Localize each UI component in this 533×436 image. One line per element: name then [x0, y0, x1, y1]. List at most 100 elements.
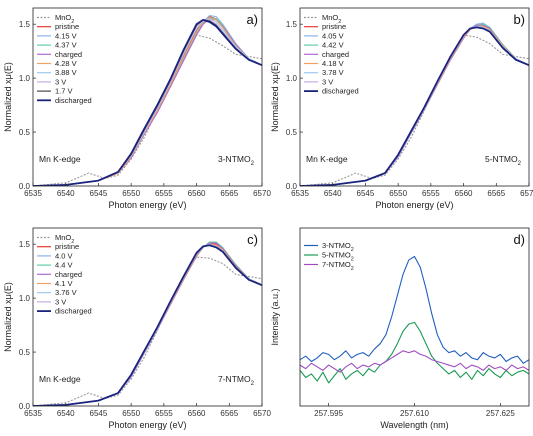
y-tick-label: 0.5: [19, 348, 31, 357]
x-tick-label: 6545: [90, 409, 108, 418]
x-tick-label: 6540: [57, 409, 75, 418]
series-group: [33, 241, 262, 406]
legend-entry: 4.37 V: [55, 41, 77, 50]
edge-annotation: Mn K-edge: [39, 154, 81, 164]
legend-entry: charged: [322, 50, 349, 59]
legend-entry: 3 V: [55, 77, 66, 86]
legend-entry: 4.1 V: [55, 279, 73, 288]
series-group: [300, 255, 529, 384]
x-axis-label: Wavelength (nm): [380, 420, 448, 430]
y-axis-label: Intensity (a.u.): [270, 288, 280, 345]
panel-3: 6535 6540 6545 6550 6555 6560 6565 6570 0.0 0.5 1.…: [3, 227, 271, 430]
legend-entry: 4.18 V: [322, 59, 344, 68]
y-tick-label: 0.0: [286, 182, 298, 191]
plot-frame: [32, 7, 263, 187]
x-axis-label: Photon energy (eV): [375, 200, 453, 210]
plot-frame: [299, 7, 530, 187]
legend-subscript: 2: [351, 247, 354, 253]
legend-entry: 1.7 V: [55, 87, 73, 96]
x-tick-label: 6565: [220, 409, 238, 418]
y-tick-label: 0.0: [19, 402, 31, 411]
x-tick-label: 6565: [220, 189, 238, 198]
x-tick-label: 6560: [455, 189, 473, 198]
x-tick-label: 6560: [188, 409, 206, 418]
y-tick-label: 0.5: [286, 128, 298, 137]
legend-subscript: 2: [351, 266, 354, 272]
legend-entry: charged: [55, 270, 82, 279]
x-tick-label: 6565: [487, 189, 505, 198]
series-line-mno: [300, 34, 529, 186]
panel-4: 257.595 257.610 257.625 Wavelength (nm) Inte…: [270, 227, 530, 430]
x-tick-label: 6535: [24, 189, 42, 198]
legend-entry: 3.88 V: [55, 68, 77, 77]
legend-entry: discharged: [55, 307, 92, 316]
series-group: [300, 22, 529, 186]
x-tick-label: 257.595: [314, 409, 343, 418]
x-tick-label: 6550: [389, 189, 407, 198]
x-tick-label: 6555: [155, 189, 173, 198]
x-tick-label: 6555: [155, 409, 173, 418]
x-tick-label: 6540: [57, 189, 75, 198]
panel-label: c): [247, 232, 258, 247]
series-line-3-ntmo: [300, 255, 529, 364]
series-line-5-ntmo: [300, 321, 529, 384]
y-tick-label: 0.5: [19, 128, 31, 137]
x-tick-label: 257.610: [400, 409, 429, 418]
legend-entry: discharged: [322, 87, 359, 96]
series-line-discharged: [33, 18, 262, 186]
y-tick-label: 1.5: [286, 20, 298, 29]
x-axis-label: Photon energy (eV): [108, 200, 186, 210]
x-tick-label: 6555: [422, 189, 440, 198]
legend-subscript: 2: [338, 19, 341, 25]
legend-entry: 4.05 V: [322, 31, 344, 40]
legend-entry: 4.0 V: [55, 251, 73, 260]
sample-annotation: 3-NTMO2: [218, 154, 255, 167]
edge-annotation: Mn K-edge: [306, 154, 348, 164]
x-tick-label: 6570: [520, 189, 533, 198]
plot-frame: [32, 227, 263, 407]
x-axis-label: Photon energy (eV): [108, 420, 186, 430]
legend-subscript: 2: [351, 257, 354, 263]
legend-subscript: 2: [71, 239, 74, 245]
panel-2: 6535 6540 6545 6550 6555 6560 6565 6570 0.0 0.5 1.…: [270, 7, 533, 210]
x-tick-label: 6560: [188, 189, 206, 198]
legend-entry: 7-NTMO2: [322, 260, 354, 272]
y-axis-label: Normalized xμ(E): [3, 62, 13, 132]
series-line-7-ntmo: [300, 350, 529, 373]
x-tick-label: 6535: [24, 409, 42, 418]
sample-annotation: 7-NTMO2: [218, 374, 255, 387]
panel-label: a): [246, 12, 258, 27]
panel-1: 6535 6540 6545 6550 6555 6560 6565 6570 0.0 0.5 1.…: [3, 7, 271, 210]
legend-entry: 4.28 V: [55, 59, 77, 68]
legend-entry: pristine: [322, 22, 346, 31]
sample-subscript: 2: [251, 161, 255, 167]
x-tick-label: 257.625: [486, 409, 515, 418]
legend-entry: discharged: [55, 96, 92, 105]
legend-entry: 4.15 V: [55, 31, 77, 40]
x-tick-label: 6545: [357, 189, 375, 198]
y-tick-label: 0.0: [19, 182, 31, 191]
legend-entry: 3.78 V: [322, 68, 344, 77]
series-line-discharged: [33, 244, 262, 406]
legend-subscript: 2: [71, 19, 74, 25]
series-group: [33, 15, 262, 186]
y-tick-label: 1.5: [19, 240, 31, 249]
edge-annotation: Mn K-edge: [39, 374, 81, 384]
y-tick-label: 1.0: [19, 294, 31, 303]
series-line-discharged: [300, 26, 529, 186]
x-tick-label: 6540: [324, 189, 342, 198]
legend-entry: charged: [55, 50, 82, 59]
x-tick-label: 6570: [253, 409, 271, 418]
x-tick-label: 6550: [122, 189, 140, 198]
legend-entry: pristine: [55, 242, 79, 251]
sample-subscript: 2: [251, 381, 255, 387]
legend-entry: 4.42 V: [322, 41, 344, 50]
series-line-mno: [33, 256, 262, 406]
legend-entry: pristine: [55, 22, 79, 31]
